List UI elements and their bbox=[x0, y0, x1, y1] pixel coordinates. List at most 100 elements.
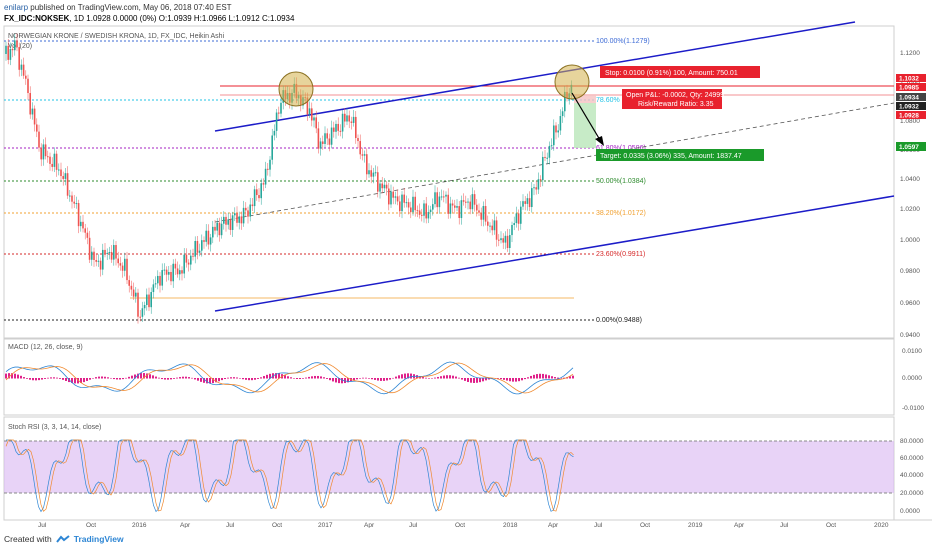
candle-body bbox=[14, 40, 16, 51]
interval-label: 1D bbox=[73, 14, 85, 23]
candle-body bbox=[207, 230, 210, 245]
macd-histogram-bar bbox=[83, 378, 85, 383]
tradingview-brand[interactable]: TradingView bbox=[73, 534, 124, 544]
macd-histogram-bar bbox=[119, 378, 121, 380]
candle-body bbox=[412, 196, 414, 213]
candle-body bbox=[82, 221, 84, 229]
candle-body bbox=[390, 191, 392, 205]
candle-body bbox=[102, 249, 104, 270]
highlight-circle[interactable] bbox=[278, 71, 314, 107]
macd-histogram-bar bbox=[251, 378, 253, 381]
macd-histogram-bar bbox=[338, 378, 340, 384]
candle-body bbox=[38, 131, 40, 148]
fib-retracement[interactable]: 100.00%(1.1279) 78.60% 61.80%(1.0596) 50… bbox=[4, 38, 650, 324]
macd-histogram-bar bbox=[65, 378, 67, 381]
candle-body bbox=[436, 192, 438, 208]
macd-histogram-bar bbox=[23, 377, 25, 379]
pnl-label-box[interactable] bbox=[622, 89, 722, 109]
channel-mid-line[interactable] bbox=[214, 102, 895, 223]
stop-label-box[interactable] bbox=[600, 66, 760, 78]
highlight-circle[interactable] bbox=[554, 64, 590, 100]
stoch-series[interactable] bbox=[5, 439, 574, 513]
channel-lower-line[interactable] bbox=[214, 195, 895, 312]
time-axis[interactable]: Jul Oct 2016 Apr Jul Oct 2017 Apr Jul Oct 2018 Apr J… bbox=[38, 522, 889, 528]
macd-histogram-bar bbox=[125, 377, 127, 379]
macd-histogram-bar bbox=[164, 378, 166, 380]
candle-body bbox=[432, 204, 434, 210]
candle-body bbox=[344, 113, 346, 122]
channel-upper-line[interactable] bbox=[214, 21, 856, 132]
macd-histogram-bar bbox=[179, 377, 181, 379]
macd-histogram-bar bbox=[458, 377, 460, 379]
candle-body bbox=[124, 258, 126, 271]
macd-histogram-bar bbox=[269, 373, 271, 379]
candle-body bbox=[482, 206, 485, 220]
macd-histogram-bar bbox=[53, 377, 55, 379]
time-tick: Oct bbox=[272, 522, 282, 528]
macd-histogram-bar bbox=[98, 376, 100, 379]
candle-body bbox=[526, 198, 529, 204]
candle-body bbox=[326, 133, 328, 139]
price-tag-box bbox=[896, 93, 926, 101]
candle-body bbox=[130, 285, 133, 290]
candle-body bbox=[467, 201, 469, 203]
macd-tick: -0.0100 bbox=[902, 405, 924, 412]
macd-histogram-bar bbox=[206, 378, 208, 384]
macd-histogram-bar bbox=[551, 376, 553, 379]
candle-body bbox=[150, 292, 152, 308]
candle-body bbox=[212, 226, 214, 238]
candle-body bbox=[47, 156, 49, 158]
candle-body bbox=[216, 222, 218, 231]
candle-body bbox=[258, 195, 260, 199]
candle-body bbox=[528, 198, 531, 208]
candle-body bbox=[544, 156, 546, 158]
candle-body bbox=[476, 204, 478, 211]
price-chart[interactable]: NORWEGIAN KRONE / SWEDISH KRONA, 1D, FX_… bbox=[0, 0, 932, 528]
candle-body bbox=[154, 283, 157, 285]
candle-body bbox=[531, 188, 533, 208]
macd-histogram-bar bbox=[233, 377, 235, 379]
candle-body bbox=[249, 204, 251, 217]
time-tick: Jul bbox=[226, 522, 235, 528]
candle-body bbox=[60, 169, 62, 177]
candle-body bbox=[58, 169, 60, 171]
macd-histogram-bar bbox=[461, 378, 463, 380]
candle-body bbox=[20, 64, 23, 70]
macd-histogram-bar bbox=[530, 375, 532, 379]
time-tick: Oct bbox=[86, 522, 96, 528]
price-tick: 1.0200 bbox=[900, 206, 920, 213]
macd-histogram-bar bbox=[44, 378, 46, 379]
price-tag: 1.0985 bbox=[899, 85, 919, 92]
price-tags: 1.1032 1.0985 1.0934 1.0932 1.0928 1.059… bbox=[896, 74, 926, 151]
target-label-box[interactable] bbox=[596, 149, 764, 161]
macd-histogram-bar bbox=[467, 378, 469, 382]
stoch-band bbox=[4, 441, 894, 493]
macd-histogram-bar bbox=[500, 378, 502, 380]
price-tag-box bbox=[896, 111, 926, 119]
macd-histogram-bar bbox=[389, 378, 391, 380]
macd-histogram-bar bbox=[86, 378, 88, 381]
candle-body bbox=[157, 275, 159, 284]
macd-histogram-bar bbox=[227, 377, 229, 379]
stoch-d-line bbox=[5, 439, 574, 512]
candle-body bbox=[440, 196, 443, 198]
publisher-username[interactable]: enilarp bbox=[4, 3, 29, 12]
macd-tick: 0.0100 bbox=[902, 348, 922, 355]
forecast-arrow[interactable] bbox=[571, 92, 601, 141]
candle-body bbox=[379, 183, 381, 192]
risk-reward-label: Risk/Reward Ratio: 3.35 bbox=[638, 101, 714, 108]
candle-body bbox=[93, 251, 95, 260]
candle-body bbox=[553, 125, 555, 146]
macd-histogram-bar bbox=[512, 378, 514, 382]
macd-histogram-bar bbox=[149, 374, 151, 379]
macd-series[interactable] bbox=[5, 361, 574, 395]
candle-body bbox=[22, 64, 25, 76]
macd-histogram-bar bbox=[11, 373, 13, 379]
time-tick: Apr bbox=[364, 522, 375, 528]
price-tag-box bbox=[896, 142, 926, 151]
candle-body bbox=[194, 240, 196, 257]
macd-histogram-bar bbox=[131, 375, 133, 379]
candle-body bbox=[537, 179, 540, 190]
published-info: published on TradingView.com, May 06, 20… bbox=[30, 3, 232, 12]
candle-body bbox=[330, 127, 333, 145]
